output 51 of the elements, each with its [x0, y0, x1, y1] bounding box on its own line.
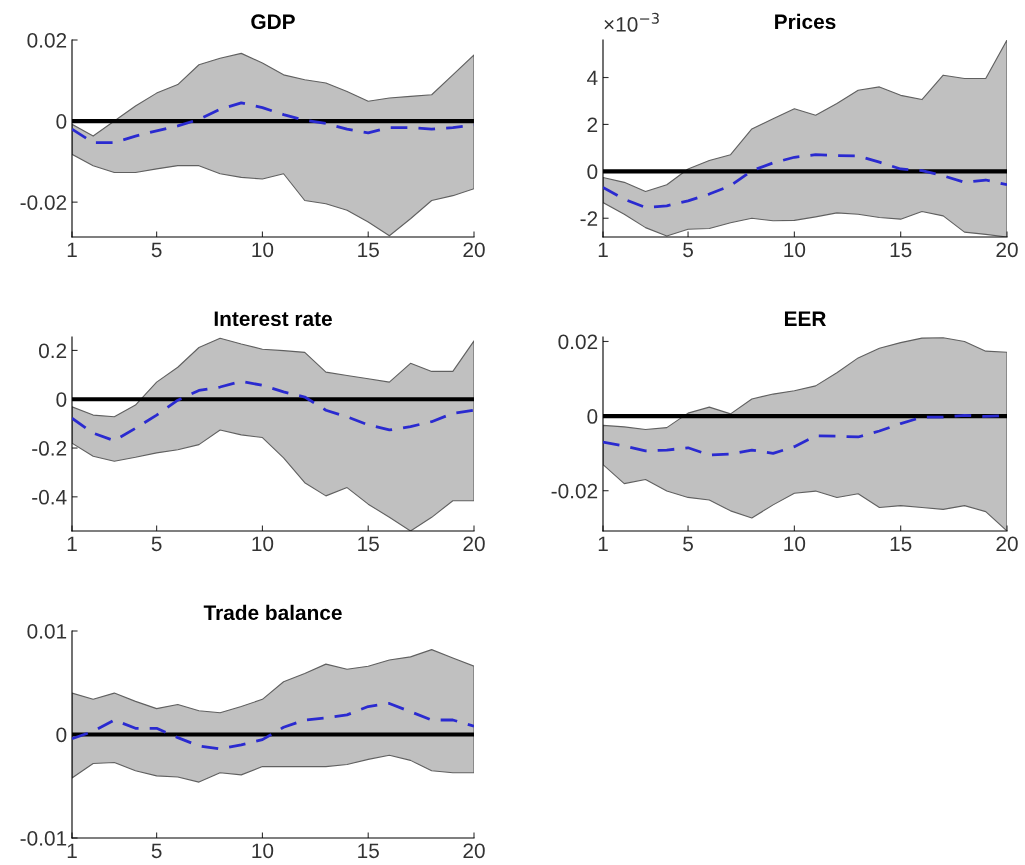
- x-tick-label: 15: [358, 843, 379, 859]
- x-tick-label: 20: [996, 242, 1018, 258]
- y-tick-label: 0.02: [558, 334, 598, 350]
- x-tick-label: 15: [358, 536, 379, 552]
- x-tick-label: 10: [252, 242, 274, 258]
- y-tick-label: -0.01: [20, 831, 67, 846]
- x-tick-label: 1: [598, 242, 608, 257]
- y-tick-label: -0.02: [551, 483, 598, 499]
- text: ×10$^{−3}$: [604, 12, 659, 32]
- line-series: [72, 702, 474, 751]
- x-tick-label: 10: [784, 536, 806, 552]
- x-tick-label: 5: [151, 242, 162, 258]
- y-tick-label: -2: [580, 211, 598, 226]
- line-series: [72, 380, 474, 443]
- y-tick-label: 0: [56, 392, 67, 407]
- y-tick-label: 0.02: [27, 33, 67, 48]
- x-tick-label: 1: [598, 536, 608, 551]
- y-tick-label: 0: [56, 727, 67, 743]
- y-tick-label: -0.02: [20, 195, 67, 210]
- x-tick-label: 20: [463, 843, 485, 859]
- x-tick-label: 1: [67, 843, 77, 858]
- chart-title: GDP: [251, 14, 295, 30]
- x-tick-label: 20: [996, 536, 1018, 552]
- chart-title: Interest rate: [214, 311, 332, 327]
- x-tick-label: 5: [683, 242, 693, 258]
- y-tick-label: 0: [587, 409, 598, 424]
- x-tick-label: 15: [890, 536, 912, 552]
- x-tick-label: 1: [67, 242, 77, 257]
- y-tick-label: -0.2: [32, 441, 67, 456]
- y-tick-label: 0.2: [38, 343, 67, 359]
- x-tick-label: 10: [252, 536, 274, 552]
- x-tick-label: 1: [67, 536, 77, 551]
- x-tick-label: 10: [784, 242, 806, 258]
- x-tick-label: 15: [358, 242, 379, 258]
- x-tick-label: 5: [151, 536, 162, 552]
- chart-title: EER: [784, 311, 826, 326]
- x-tick-label: 20: [463, 242, 485, 258]
- x-tick-label: 5: [151, 843, 162, 859]
- x-tick-label: 15: [890, 242, 912, 258]
- chart-title: Prices: [775, 13, 836, 30]
- x-tick-label: 20: [463, 536, 485, 552]
- y-tick-label: 0.01: [27, 624, 67, 639]
- y-tick-label: 0: [587, 164, 598, 180]
- y-tick-label: -0.4: [32, 489, 67, 505]
- line-series: [603, 153, 1007, 209]
- y-tick-label: 4: [587, 70, 598, 86]
- x-tick-label: 10: [252, 843, 274, 859]
- chart-title: Trade balance: [203, 604, 342, 621]
- y-tick-label: 2: [587, 117, 598, 132]
- y-tick-label: 0: [56, 114, 67, 129]
- x-tick-label: 5: [683, 536, 693, 552]
